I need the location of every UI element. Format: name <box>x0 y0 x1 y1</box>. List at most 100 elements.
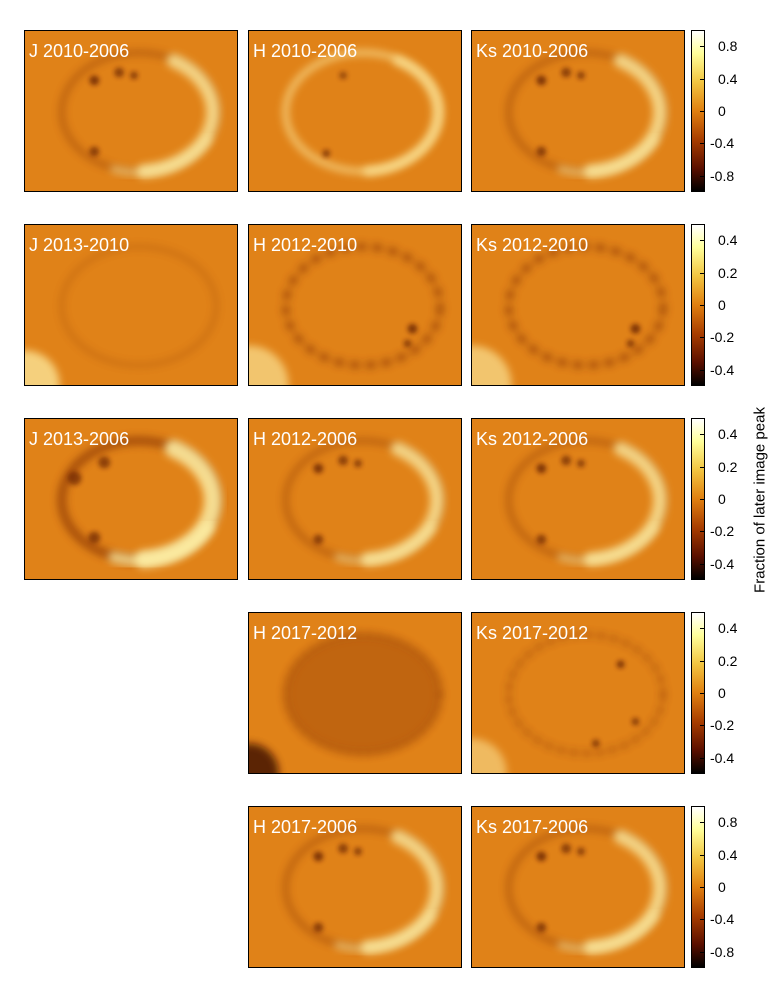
spot <box>577 71 585 80</box>
corner-glow <box>249 743 279 773</box>
spot <box>98 456 111 469</box>
colorbar-tick-label: 0.2 <box>718 652 738 669</box>
image-panel: Ks 2012-2006 <box>471 418 685 580</box>
colorbar-tick-label: 0.4 <box>718 620 738 637</box>
colorbar-tick-label: 0.2 <box>718 458 738 475</box>
colorbar-tick-label: 0.2 <box>718 264 738 281</box>
colorbar-tick-label: -0.4 <box>710 911 735 928</box>
spot <box>536 75 547 86</box>
colorbar-tickmark <box>700 693 704 694</box>
spot <box>591 739 600 748</box>
spot <box>354 459 362 468</box>
colorbar <box>691 418 705 580</box>
panel-label: H 2012-2010 <box>253 235 358 255</box>
spot <box>313 463 324 474</box>
ring-feature <box>59 244 219 368</box>
colorbar-tickmark <box>700 887 704 888</box>
image-panel: Ks 2017-2012 <box>471 612 685 774</box>
panel-label: J 2013-2010 <box>29 235 130 255</box>
ring-feature <box>282 243 444 369</box>
colorbar-tick-label: -0.4 <box>710 749 735 766</box>
spot <box>561 67 572 78</box>
difference-image <box>57 436 222 569</box>
ring-arc <box>362 55 442 177</box>
panel-label: H 2017-2006 <box>253 817 358 837</box>
colorbar-tick-label: -0.4 <box>710 135 735 152</box>
image-panel: Ks 2017-2006 <box>471 806 685 968</box>
ring-arc <box>136 53 220 179</box>
colorbar-tickmark <box>700 46 704 48</box>
colorbar-tickmark <box>700 951 704 953</box>
colorbar-tickmark <box>700 822 704 824</box>
difference-image <box>472 632 666 773</box>
panel-label: Ks 2010-2006 <box>476 41 589 61</box>
colorbar <box>691 806 705 968</box>
image-panel: H 2012-2010 <box>248 224 462 386</box>
colorbar-tickmark <box>700 111 704 112</box>
colorbar-tick-label: 0.4 <box>718 426 738 443</box>
colorbar-tick-label: -0.2 <box>710 523 735 540</box>
spot <box>338 455 349 466</box>
spot <box>403 339 412 348</box>
spot <box>338 843 349 854</box>
difference-image <box>25 244 219 385</box>
spot <box>536 146 547 157</box>
colorbar-tick-label: 0.4 <box>718 846 738 863</box>
ring-arc <box>110 135 213 177</box>
image-panel: J 2010-2006 <box>24 30 238 192</box>
colorbar <box>691 224 705 386</box>
colorbar-tick-label: 0 <box>718 685 726 701</box>
colorbar-tick-label: -0.8 <box>710 943 735 960</box>
spot <box>114 67 125 78</box>
ring-arc <box>360 829 444 955</box>
colorbar-tick-label: 0 <box>718 297 726 313</box>
spot <box>130 71 138 80</box>
difference-image <box>282 49 444 177</box>
colorbar <box>691 612 705 774</box>
colorbar-tick-label: -0.2 <box>710 717 735 734</box>
panel-label: H 2012-2006 <box>253 429 358 449</box>
panel-label: J 2013-2006 <box>29 429 130 449</box>
colorbar-tickmark <box>700 854 704 856</box>
difference-image <box>505 825 667 955</box>
image-panel: J 2013-2010 <box>24 224 238 386</box>
colorbar-tickmark <box>700 272 704 274</box>
colorbar-tick-label: 0.8 <box>718 814 738 831</box>
corner-glow <box>249 345 289 385</box>
ring-feature <box>282 631 444 757</box>
spot <box>577 459 585 468</box>
spot <box>313 534 324 545</box>
spot <box>631 717 640 726</box>
colorbar-tick-label: 0.4 <box>718 70 738 87</box>
colorbar-tickmark <box>700 563 704 565</box>
colorbar-tick-label: 0 <box>718 879 726 895</box>
colorbar-tickmark <box>700 757 704 759</box>
dark-disk <box>285 634 441 754</box>
spot <box>339 71 348 80</box>
difference-image <box>249 243 444 385</box>
spot <box>630 323 641 334</box>
ring-arc <box>557 135 660 177</box>
colorbar-tickmark <box>700 919 704 921</box>
corner-glow <box>25 350 60 385</box>
panel-label: J 2010-2006 <box>29 41 130 61</box>
ring-arc <box>583 53 667 179</box>
difference-image <box>282 437 444 567</box>
spot <box>313 851 324 862</box>
difference-image <box>58 49 220 179</box>
ring-arc <box>334 523 437 565</box>
ring-arc <box>557 911 660 953</box>
spot <box>536 463 547 474</box>
panel-label: Ks 2017-2006 <box>476 817 589 837</box>
difference-image <box>249 631 444 773</box>
difference-image <box>282 825 444 955</box>
panel-label: H 2010-2006 <box>253 41 358 61</box>
colorbar-tick-label: 0 <box>718 103 726 119</box>
image-panel: H 2012-2006 <box>248 418 462 580</box>
image-panel: H 2010-2006 <box>248 30 462 192</box>
ring-arc <box>108 521 215 567</box>
colorbar <box>691 30 705 192</box>
ring-feature <box>506 632 666 756</box>
corner-glow <box>472 738 507 773</box>
image-panel: J 2013-2006 <box>24 418 238 580</box>
